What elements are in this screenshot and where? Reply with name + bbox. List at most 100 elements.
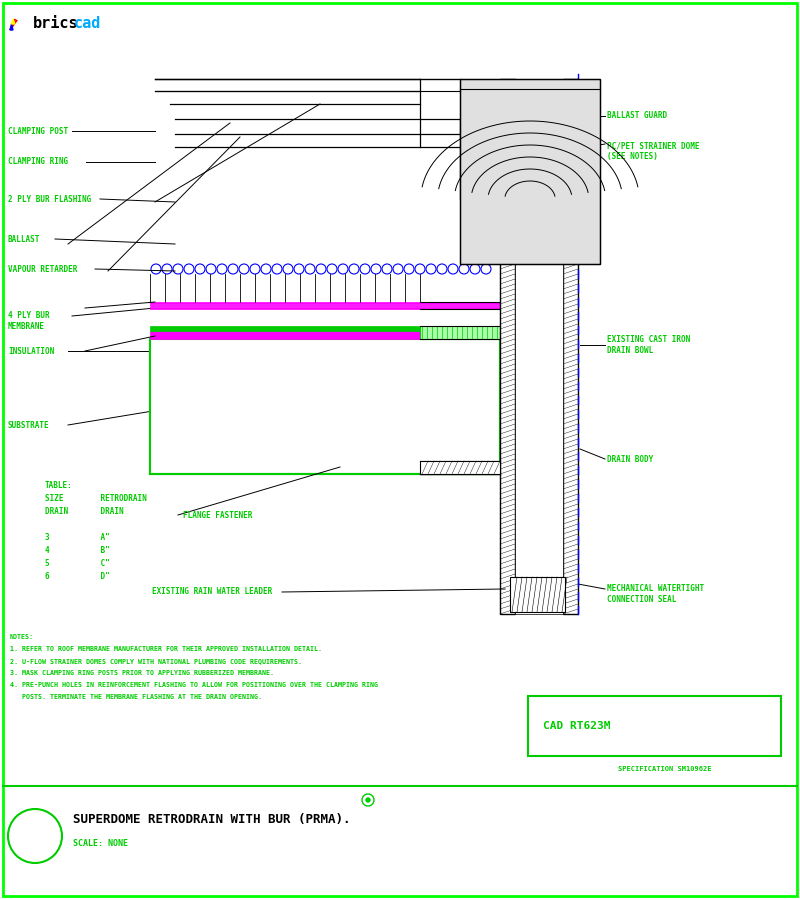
Circle shape — [525, 86, 530, 92]
Circle shape — [587, 131, 593, 137]
Circle shape — [489, 167, 494, 173]
Circle shape — [470, 149, 475, 155]
Circle shape — [534, 230, 538, 236]
Circle shape — [470, 239, 475, 245]
Circle shape — [462, 149, 466, 155]
Circle shape — [551, 239, 557, 245]
Circle shape — [498, 185, 502, 191]
Circle shape — [479, 86, 485, 92]
Text: CLAMPING POST: CLAMPING POST — [8, 127, 68, 136]
Bar — [563, 79, 578, 614]
Circle shape — [479, 104, 485, 110]
Circle shape — [498, 122, 502, 128]
Circle shape — [561, 95, 566, 101]
Circle shape — [498, 212, 502, 218]
Circle shape — [534, 167, 538, 173]
Circle shape — [525, 104, 530, 110]
Circle shape — [551, 95, 557, 101]
Circle shape — [570, 86, 574, 92]
Circle shape — [587, 257, 593, 263]
Circle shape — [479, 230, 485, 236]
Circle shape — [561, 167, 566, 173]
Circle shape — [561, 248, 566, 254]
Circle shape — [515, 257, 521, 263]
Circle shape — [542, 257, 547, 263]
Circle shape — [525, 176, 530, 182]
Circle shape — [479, 140, 485, 146]
Circle shape — [506, 131, 511, 137]
Circle shape — [506, 113, 511, 119]
Circle shape — [561, 203, 566, 209]
Circle shape — [515, 176, 521, 182]
Circle shape — [498, 149, 502, 155]
Circle shape — [561, 257, 566, 263]
Circle shape — [578, 122, 583, 128]
Text: 3. MASK CLAMPING RING POSTS PRIOR TO APPLYING RUBBERIZED MEMBRANE.: 3. MASK CLAMPING RING POSTS PRIOR TO APP… — [10, 670, 274, 676]
Text: 1. REFER TO ROOF MEMBRANE MANUFACTURER FOR THEIR APPROVED INSTALLATION DETAIL.: 1. REFER TO ROOF MEMBRANE MANUFACTURER F… — [10, 646, 322, 652]
Bar — [150, 339, 500, 474]
Circle shape — [515, 212, 521, 218]
Circle shape — [366, 798, 370, 802]
Circle shape — [462, 158, 466, 164]
Circle shape — [561, 86, 566, 92]
Circle shape — [542, 167, 547, 173]
Circle shape — [570, 212, 574, 218]
Circle shape — [479, 95, 485, 101]
Text: 4. PRE-PUNCH HOLES IN REINFORCEMENT FLASHING TO ALLOW FOR POSITIONING OVER THE C: 4. PRE-PUNCH HOLES IN REINFORCEMENT FLAS… — [10, 682, 378, 688]
Circle shape — [489, 239, 494, 245]
Bar — [420, 326, 500, 339]
Circle shape — [470, 158, 475, 164]
Circle shape — [587, 158, 593, 164]
Polygon shape — [10, 24, 13, 30]
Text: NOTES:: NOTES: — [10, 634, 34, 640]
Circle shape — [489, 230, 494, 236]
Circle shape — [462, 122, 466, 128]
Circle shape — [587, 140, 593, 146]
Circle shape — [525, 95, 530, 101]
Circle shape — [534, 113, 538, 119]
Circle shape — [489, 113, 494, 119]
Circle shape — [570, 257, 574, 263]
Circle shape — [515, 149, 521, 155]
Circle shape — [498, 176, 502, 182]
Circle shape — [506, 149, 511, 155]
Circle shape — [561, 131, 566, 137]
Circle shape — [470, 122, 475, 128]
Text: 3           A": 3 A" — [45, 533, 110, 542]
Circle shape — [525, 113, 530, 119]
Circle shape — [479, 212, 485, 218]
Text: 6           D": 6 D" — [45, 572, 110, 581]
Circle shape — [515, 122, 521, 128]
Text: 5           C": 5 C" — [45, 559, 110, 568]
Circle shape — [578, 104, 583, 110]
Circle shape — [587, 104, 593, 110]
Text: EXISTING CAST IRON
DRAIN BOWL: EXISTING CAST IRON DRAIN BOWL — [607, 335, 690, 355]
Circle shape — [578, 131, 583, 137]
Circle shape — [498, 194, 502, 200]
Circle shape — [489, 86, 494, 92]
Circle shape — [542, 185, 547, 191]
Circle shape — [506, 212, 511, 218]
Bar — [150, 302, 500, 309]
Circle shape — [470, 248, 475, 254]
Polygon shape — [10, 19, 17, 30]
Circle shape — [542, 86, 547, 92]
Circle shape — [534, 86, 538, 92]
Text: EXISTING RAIN WATER LEADER: EXISTING RAIN WATER LEADER — [152, 588, 272, 597]
Circle shape — [525, 158, 530, 164]
Circle shape — [578, 113, 583, 119]
Circle shape — [578, 203, 583, 209]
Circle shape — [506, 122, 511, 128]
Circle shape — [498, 86, 502, 92]
Circle shape — [470, 95, 475, 101]
Circle shape — [470, 230, 475, 236]
Circle shape — [578, 239, 583, 245]
Circle shape — [525, 194, 530, 200]
Circle shape — [578, 95, 583, 101]
Circle shape — [479, 158, 485, 164]
Circle shape — [525, 131, 530, 137]
Circle shape — [542, 194, 547, 200]
Circle shape — [489, 212, 494, 218]
Circle shape — [551, 185, 557, 191]
Circle shape — [489, 131, 494, 137]
